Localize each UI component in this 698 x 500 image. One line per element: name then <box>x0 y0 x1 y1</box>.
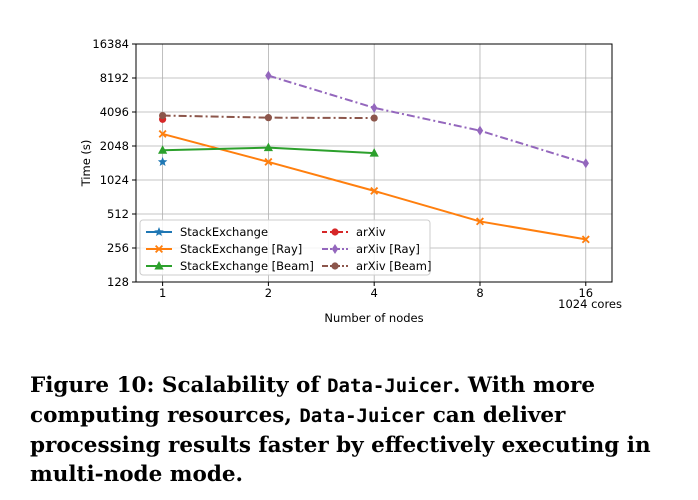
data-point-stackexchange <box>157 156 168 166</box>
legend-item-stackexchange-beam: StackExchange [Beam] <box>146 259 314 273</box>
y-axis-label: Time (s) <box>79 140 93 188</box>
axis-ticks: 1 2 4 8 16 128 256 512 1024 2048 4096 8192 16384 <box>92 37 593 300</box>
series-arxiv-beam <box>159 111 378 122</box>
x-tick-label: 16 <box>578 286 593 300</box>
legend-label-arxiv-beam: arXiv [Beam] <box>356 259 432 273</box>
y-tick-label: 512 <box>107 207 129 221</box>
x-tick-label: 1 <box>159 286 166 300</box>
data-point-stackexchange-beam <box>369 148 379 157</box>
caption-name-1: Data-Juicer <box>327 375 453 397</box>
caption-prefix: Figure 10: Scalability of <box>30 373 328 398</box>
data-point-arxiv-beam <box>370 114 378 122</box>
legend-label-arxiv-ray: arXiv [Ray] <box>356 242 420 256</box>
data-point-arxiv-ray <box>265 70 272 81</box>
legend-label-arxiv: arXiv <box>356 225 386 239</box>
x-tick-label: 8 <box>476 286 483 300</box>
y-tick-label: 4096 <box>100 105 129 119</box>
x-axis-annotation: 1024 cores <box>558 297 622 311</box>
legend-frame <box>139 219 431 276</box>
series-line-arxiv-beam <box>162 114 375 120</box>
data-point-arxiv-ray <box>582 158 589 169</box>
figure-caption: Figure 10: Scalability of Data-Juicer. W… <box>30 371 680 489</box>
legend-marker-stackexchange <box>154 227 164 237</box>
data-point-arxiv-beam <box>264 114 273 122</box>
caption-name-2: Data-Juicer <box>299 405 426 427</box>
legend-item-arxiv-ray: arXiv [Ray] <box>322 242 420 256</box>
legend-marker-arxiv-beam <box>331 262 339 270</box>
series-stackexchange-beam <box>158 142 379 157</box>
data-point-stackexchange-beam <box>158 145 168 154</box>
legend-item-arxiv: arXiv <box>322 225 386 239</box>
series-arxiv-ray <box>265 70 589 169</box>
legend-label-stackexchange: StackExchange <box>180 225 268 239</box>
data-point-arxiv-ray <box>370 102 378 113</box>
series-stackexchange-ray <box>158 129 590 244</box>
data-point-stackexchange-ray <box>158 129 167 138</box>
legend-item-stackexchange: StackExchange <box>146 225 268 239</box>
legend-marker-arxiv <box>331 228 339 236</box>
data-point-stackexchange-ray <box>264 157 273 166</box>
data-point-stackexchange-ray <box>581 235 590 244</box>
legend-item-stackexchange-ray: StackExchange [Ray] <box>146 242 302 256</box>
series-stackexchange <box>157 156 168 166</box>
x-axis-label: Number of nodes <box>324 311 423 325</box>
y-tick-label: 128 <box>107 275 129 289</box>
data-point-arxiv-beam <box>159 111 167 120</box>
scalability-chart: 1 2 4 8 16 128 256 512 1024 2048 4096 8192 16384 102… <box>79 37 622 325</box>
x-tick-label: 4 <box>371 286 378 300</box>
data-point-stackexchange-ray <box>475 217 484 226</box>
legend-item-arxiv-beam: arXiv [Beam] <box>322 259 432 273</box>
series-layer <box>157 70 590 244</box>
legend: StackExchange StackExchange [Ray] StackExc… <box>139 219 432 276</box>
data-point-stackexchange-ray <box>370 186 379 195</box>
y-tick-label: 1024 <box>100 173 129 187</box>
series-line-arxiv-ray <box>268 74 587 165</box>
legend-marker-stackexchange-beam <box>154 261 164 270</box>
legend-marker-arxiv-ray <box>331 244 339 254</box>
data-point-stackexchange-beam <box>263 142 274 152</box>
y-tick-label: 16384 <box>92 37 129 51</box>
y-tick-label: 2048 <box>100 139 129 153</box>
legend-label-stackexchange-ray: StackExchange [Ray] <box>180 242 302 256</box>
y-tick-label: 256 <box>107 241 129 255</box>
data-point-arxiv-ray <box>476 125 484 136</box>
caption-suffix: can deliver processing results faster by… <box>30 403 651 487</box>
legend-marker-stackexchange-ray <box>155 245 163 253</box>
x-tick-label: 2 <box>265 286 272 300</box>
legend-label-stackexchange-beam: StackExchange [Beam] <box>180 259 314 273</box>
caption-middle: . With more computing resources, <box>30 373 596 428</box>
y-tick-label: 8192 <box>100 71 129 85</box>
